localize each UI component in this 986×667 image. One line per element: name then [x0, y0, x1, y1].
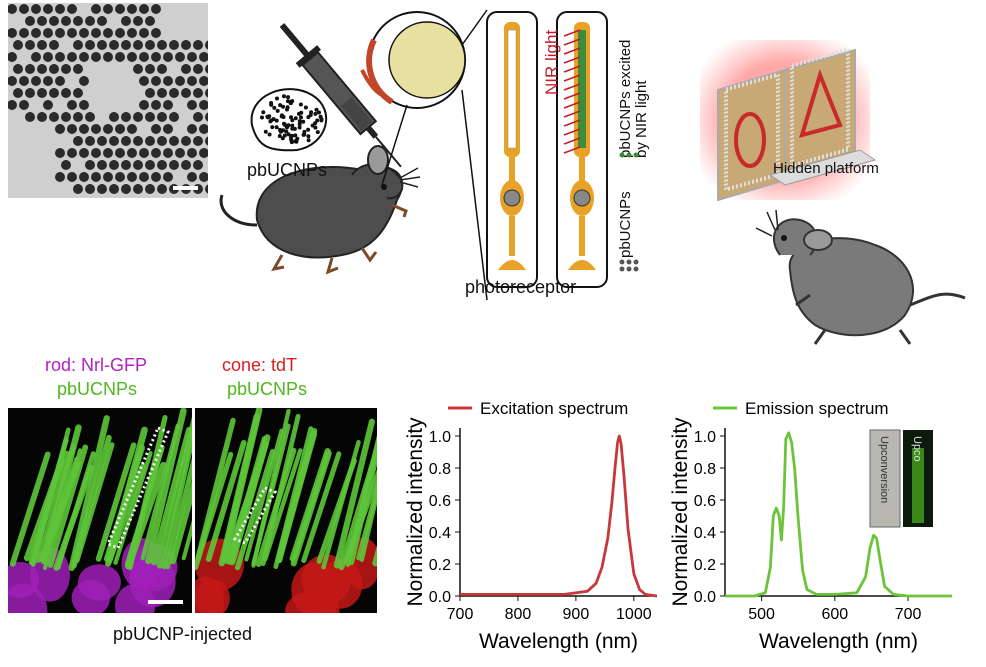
rod-sub-label: pbUCNPs: [57, 379, 138, 399]
excited-label-1: pbUCNPs excited: [617, 40, 634, 158]
inset-text-left: Upconversion: [878, 436, 890, 503]
excited-label-2: by NIR light: [633, 80, 650, 158]
upconversion-photo-inset: Upconversion Upco: [869, 429, 933, 528]
nir-arrows: [563, 29, 581, 154]
triangle-cue-icon: [799, 68, 843, 138]
cone-micrograph: [195, 408, 377, 613]
x-tick-label: 900: [563, 606, 590, 623]
y-tick-label: 0.0: [429, 589, 451, 606]
series-line: [460, 434, 658, 598]
y-tick-label: 0.4: [694, 525, 716, 542]
syringe-icon: [279, 23, 402, 168]
x-axis-label: Wavelength (nm): [759, 630, 918, 653]
y-tick-label: 0.2: [694, 557, 716, 574]
x-axis-label: Wavelength (nm): [479, 630, 638, 653]
emission-chart: Emission spectrum 0.0 0.2 0.4 0.6 0.8 1.0 500 60…: [670, 399, 952, 653]
inset-text-right: Upco: [911, 436, 923, 462]
scale-bar-2: [148, 600, 183, 604]
x-tick-label: 500: [748, 606, 775, 623]
pbucnps-label: pbUCNPs: [247, 160, 328, 180]
nanoparticle-cluster-icon: [250, 88, 328, 152]
visual-cue-boards: [717, 46, 877, 202]
x-tick-label: 700: [447, 606, 474, 623]
behavior-schematic: [700, 40, 966, 345]
nir-light-label: NIR light: [542, 30, 561, 95]
nanoparticles: [7, 4, 215, 194]
y-tick-label: 0.0: [694, 589, 716, 606]
y-tick-label: 1.0: [429, 429, 451, 446]
y-axis-label: Normalized intensity: [670, 417, 692, 607]
excitation-chart: Excitation spectrum 0.0 0.2 0.4 0.6 0.8 1.0 700…: [405, 399, 658, 653]
y-tick-label: 0.2: [429, 557, 451, 574]
photoreceptor-label: photoreceptor: [465, 277, 577, 297]
hidden-platform-label: Hidden platform: [773, 160, 879, 177]
y-tick-label: 0.6: [429, 493, 451, 510]
rod-micrograph: [8, 408, 192, 613]
injection-schematic: NIR light pbUCNPs excited by NIR light p…: [219, 9, 650, 301]
histology-caption: pbUCNP-injected: [113, 624, 253, 644]
scale-bar: [173, 186, 198, 190]
x-tick-label: 1000: [616, 606, 652, 623]
x-tick-label: 700: [895, 606, 922, 623]
eye-diagram: [360, 9, 488, 301]
y-axis-label: Normalized intensity: [405, 417, 427, 607]
photoreceptor-right: [556, 11, 608, 288]
y-tick-label: 0.8: [429, 461, 451, 478]
pbucnps-vertical-label: pbUCNPs: [617, 191, 634, 258]
cone-label: cone: tdT: [222, 355, 298, 375]
x-tick-label: 800: [505, 606, 532, 623]
y-tick-label: 1.0: [694, 429, 716, 446]
photoreceptor-left: [486, 11, 538, 288]
circle-cue-icon: [734, 112, 766, 168]
legend-label: Emission spectrum: [745, 399, 889, 418]
y-tick-label: 0.4: [429, 525, 451, 542]
series-line: [725, 431, 952, 598]
rod-label: rod: Nrl-GFP: [45, 355, 148, 375]
y-tick-label: 0.6: [694, 493, 716, 510]
cone-sub-label: pbUCNPs: [227, 379, 308, 399]
tem-micrograph: [7, 3, 215, 198]
legend-label: Excitation spectrum: [480, 399, 628, 418]
y-tick-label: 0.8: [694, 461, 716, 478]
mouse-icon: [219, 145, 421, 275]
x-tick-label: 600: [821, 606, 848, 623]
mouse-icon-2: [755, 209, 966, 345]
